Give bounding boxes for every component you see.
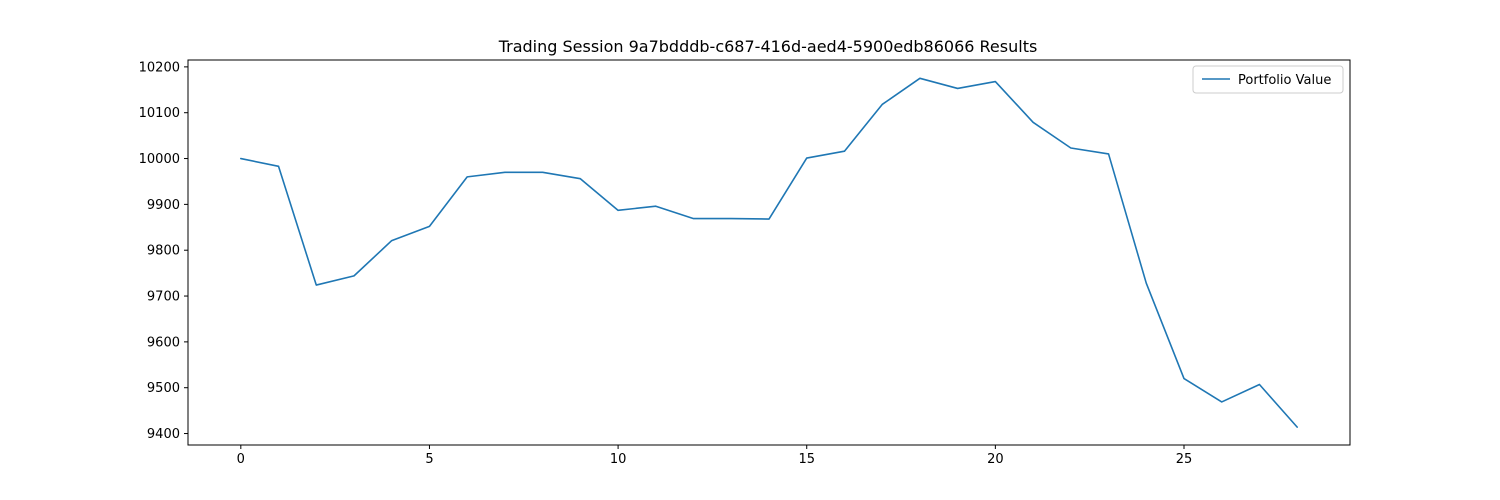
- series-lines: [240, 77, 1298, 428]
- y-tick-label: 9500: [147, 381, 180, 396]
- x-tick-label: 5: [425, 452, 433, 467]
- y-tick-label: 9700: [147, 290, 180, 305]
- y-tick-label: 10200: [139, 60, 180, 75]
- x-tick-label: 15: [798, 452, 815, 467]
- legend-label: Portfolio Value: [1238, 73, 1331, 88]
- x-tick-label: 20: [987, 452, 1004, 467]
- legend: Portfolio Value: [1192, 65, 1344, 94]
- y-tick-label: 9900: [147, 198, 180, 213]
- x-tick-label: 0: [237, 452, 245, 467]
- y-tick-label: 9600: [147, 335, 180, 350]
- x-tick-label: 10: [610, 452, 627, 467]
- axes: [187, 59, 1351, 446]
- legend-box: [1192, 65, 1344, 94]
- y-tick-label: 10000: [139, 152, 180, 167]
- y-tick-label: 10100: [139, 106, 180, 121]
- chart-title: Trading Session 9a7bdddb-c687-416d-aed4-…: [498, 37, 1038, 56]
- x-tick-label: 25: [1176, 452, 1193, 467]
- axis-ticks: 0 5 10 15 20 25 9400 9500 9600 9700 9800 9900 10000 1…: [139, 60, 1193, 467]
- y-tick-label: 9400: [147, 427, 180, 442]
- y-tick-label: 9800: [147, 244, 180, 259]
- plot-frame: [187, 59, 1351, 446]
- series-line-0: [240, 77, 1298, 428]
